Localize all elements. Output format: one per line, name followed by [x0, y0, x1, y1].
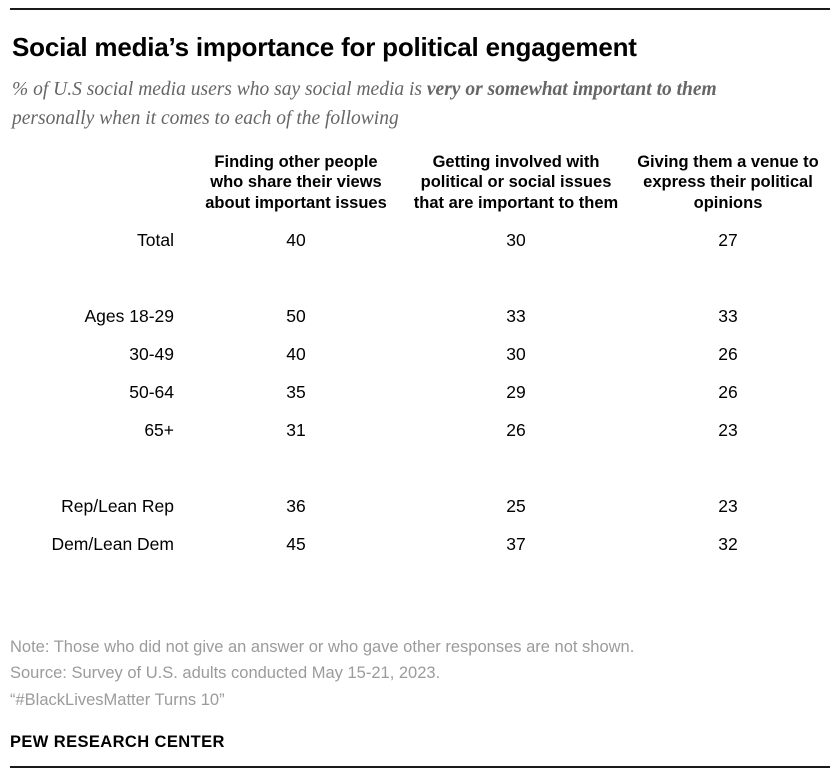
value-cell: 33: [506, 306, 526, 327]
table-header-row: Finding other people who share their vie…: [10, 152, 830, 222]
column-header-venue-express: Giving them a venue to express their pol…: [637, 152, 819, 212]
row-label: 30-49: [129, 344, 174, 365]
row-label: Dem/Lean Dem: [51, 534, 174, 555]
table-row-ages-50-64: 50-64 35 29 26: [10, 374, 830, 412]
value-cell: 40: [286, 230, 306, 251]
value-cell: 25: [506, 496, 526, 517]
subtitle-suffix: personally when it comes to each of the …: [12, 108, 399, 130]
value-cell: 27: [718, 230, 738, 251]
value-cell: 30: [506, 344, 526, 365]
page-title: Social media’s importance for political …: [12, 32, 637, 62]
footnotes: Note: Those who did not give an answer o…: [10, 634, 830, 713]
report-title-line: “#BlackLivesMatter Turns 10”: [10, 690, 225, 709]
column-header-getting-involved: Getting involved with political or socia…: [413, 152, 619, 212]
table-row-ages-65-plus: 65+ 31 26 23: [10, 412, 830, 450]
pew-research-center-wordmark: PEW RESEARCH CENTER: [10, 733, 225, 751]
value-cell: 31: [286, 420, 306, 441]
value-cell: 23: [718, 420, 738, 441]
value-cell: 37: [506, 534, 526, 555]
row-label: 65+: [144, 420, 174, 441]
row-label: Total: [137, 230, 174, 251]
column-header-finding-people: Finding other people who share their vie…: [205, 152, 387, 212]
value-cell: 35: [286, 382, 306, 403]
bottom-divider: [10, 766, 830, 768]
subtitle-emphasis: very or somewhat important to them: [426, 79, 717, 101]
subtitle: % of U.S social media users who say soci…: [12, 75, 782, 134]
value-cell: 23: [718, 496, 738, 517]
table-row-ages-30-49: 30-49 40 30 26: [10, 336, 830, 374]
value-cell: 32: [718, 534, 738, 555]
footer: Note: Those who did not give an answer o…: [10, 634, 830, 768]
value-cell: 33: [718, 306, 738, 327]
table-row-dem-lean-dem: Dem/Lean Dem 45 37 32: [10, 526, 830, 564]
table-row-total: Total 40 30 27: [10, 222, 830, 260]
value-cell: 36: [286, 496, 306, 517]
row-label: 50-64: [129, 382, 174, 403]
row-label: Rep/Lean Rep: [61, 496, 174, 517]
row-label: Ages 18-29: [84, 306, 174, 327]
value-cell: 26: [506, 420, 526, 441]
group-spacer: [10, 450, 830, 488]
value-cell: 40: [286, 344, 306, 365]
value-cell: 30: [506, 230, 526, 251]
group-spacer: [10, 260, 830, 298]
value-cell: 26: [718, 382, 738, 403]
source-line: Source: Survey of U.S. adults conducted …: [10, 664, 441, 683]
table-row-rep-lean-rep: Rep/Lean Rep 36 25 23: [10, 488, 830, 526]
subtitle-prefix: % of U.S social media users who say soci…: [12, 79, 427, 101]
value-cell: 50: [286, 306, 306, 327]
data-table: Finding other people who share their vie…: [10, 152, 830, 564]
value-cell: 29: [506, 382, 526, 403]
value-cell: 26: [718, 344, 738, 365]
top-divider: [10, 8, 830, 10]
value-cell: 45: [286, 534, 306, 555]
note-line: Note: Those who did not give an answer o…: [10, 637, 635, 656]
table-row-ages-18-29: Ages 18-29 50 33 33: [10, 298, 830, 336]
